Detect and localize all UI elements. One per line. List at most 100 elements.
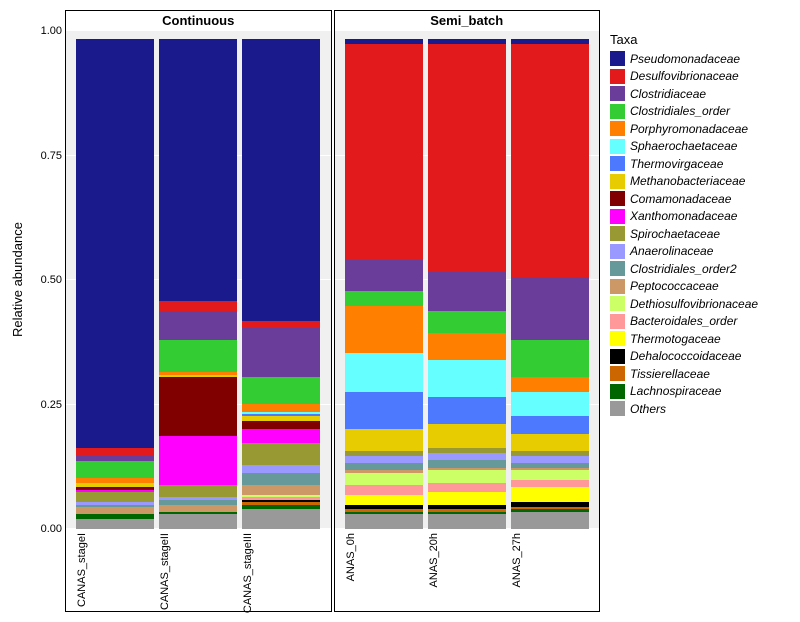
bar-segment bbox=[159, 514, 237, 529]
plot-area bbox=[335, 31, 600, 529]
legend-swatch bbox=[610, 86, 625, 101]
legend-swatch bbox=[610, 209, 625, 224]
legend-swatch bbox=[610, 104, 625, 119]
bar-segment bbox=[345, 306, 423, 353]
legend-item: Dehalococcoidaceae bbox=[610, 349, 790, 364]
bar-segment bbox=[511, 470, 589, 480]
bar-segment bbox=[242, 421, 320, 428]
bar-segment bbox=[159, 311, 237, 340]
legend-item: Anaerolinaceae bbox=[610, 244, 790, 259]
bar-segment bbox=[345, 456, 423, 463]
bar-segment bbox=[159, 485, 237, 497]
bar-segment bbox=[511, 277, 589, 341]
legend-item: Porphyromonadaceae bbox=[610, 121, 790, 136]
bar-segment bbox=[428, 492, 506, 504]
legend-label: Thermotogaceae bbox=[630, 332, 721, 346]
bar-segment bbox=[76, 519, 154, 529]
legend-item: Lachnospiraceae bbox=[610, 384, 790, 399]
bar-segment bbox=[242, 443, 320, 465]
legend-item: Spirochaetaceae bbox=[610, 226, 790, 241]
legend-item: Thermovirgaceae bbox=[610, 156, 790, 171]
bar-segment bbox=[242, 321, 320, 328]
legend-label: Porphyromonadaceae bbox=[630, 122, 748, 136]
bar-segment bbox=[428, 397, 506, 424]
legend-label: Anaerolinaceae bbox=[630, 244, 713, 258]
bar-segment bbox=[159, 340, 237, 372]
legend-swatch bbox=[610, 279, 625, 294]
bar-segment bbox=[159, 39, 237, 301]
bar-segment bbox=[76, 39, 154, 448]
legend-item: Pseudomonadaceae bbox=[610, 51, 790, 66]
legend-label: Lachnospiraceae bbox=[630, 384, 721, 398]
bar-segment bbox=[159, 301, 237, 311]
bar-segment bbox=[159, 505, 237, 512]
bar-segment bbox=[76, 507, 154, 514]
facet-title: Continuous bbox=[66, 11, 331, 31]
bar-segment bbox=[345, 260, 423, 292]
legend-swatch bbox=[610, 401, 625, 416]
facet-panel: Semi_batchANAS_0hANAS_20hANAS_27h bbox=[334, 10, 601, 612]
x-axis: ANAS_0hANAS_20hANAS_27h bbox=[335, 529, 600, 611]
bar-segment bbox=[242, 473, 320, 485]
chart-root: Relative abundance Continuous0.000.250.5… bbox=[10, 10, 790, 612]
bar-segment bbox=[345, 44, 423, 260]
legend-item: Methanobacteriaceae bbox=[610, 174, 790, 189]
legend-item: Thermotogaceae bbox=[610, 331, 790, 346]
bar-segment bbox=[345, 353, 423, 392]
bar-segment bbox=[242, 39, 320, 321]
bar-segment bbox=[76, 492, 154, 502]
legend: Taxa Pseudomonadaceae Desulfovibrionaceae… bbox=[600, 10, 790, 612]
bar-segment bbox=[242, 377, 320, 404]
legend-swatch bbox=[610, 174, 625, 189]
legend-swatch bbox=[610, 261, 625, 276]
legend-label: Dehalococcoidaceae bbox=[630, 349, 741, 363]
bar-segment bbox=[428, 470, 506, 482]
bar-segment bbox=[511, 480, 589, 487]
facet-panel: Continuous0.000.250.500.751.00CANAS_stag… bbox=[65, 10, 332, 612]
legend-item: Clostridiales_order bbox=[610, 104, 790, 119]
legend-swatch bbox=[610, 139, 625, 154]
legend-label: Peptococcaceae bbox=[630, 279, 719, 293]
bar-segment bbox=[345, 495, 423, 505]
bar-segment bbox=[345, 429, 423, 451]
bar-segment bbox=[511, 340, 589, 377]
x-tick-label: CANAS_stageII bbox=[159, 533, 237, 610]
stacked-bar bbox=[159, 39, 237, 529]
legend-item: Others bbox=[610, 401, 790, 416]
bar-segment bbox=[345, 291, 423, 306]
legend-title: Taxa bbox=[610, 32, 790, 47]
bar-segment bbox=[242, 328, 320, 377]
y-axis-label: Relative abundance bbox=[10, 28, 65, 532]
legend-swatch bbox=[610, 51, 625, 66]
legend-item: Clostridiaceae bbox=[610, 86, 790, 101]
y-axis: Relative abundance bbox=[10, 10, 65, 612]
stacked-bar bbox=[511, 39, 589, 529]
bar-segment bbox=[428, 483, 506, 493]
bar-segment bbox=[428, 333, 506, 360]
bar-segment bbox=[428, 460, 506, 467]
legend-label: Xanthomonadaceae bbox=[630, 209, 737, 223]
legend-item: Desulfovibrionaceae bbox=[610, 69, 790, 84]
legend-label: Bacteroidales_order bbox=[630, 314, 737, 328]
legend-swatch bbox=[610, 244, 625, 259]
legend-item: Tissierellaceae bbox=[610, 366, 790, 381]
x-tick-label: CANAS_stageI bbox=[76, 533, 154, 607]
bar-segment bbox=[511, 392, 589, 417]
legend-label: Others bbox=[630, 402, 666, 416]
plot-area: 0.000.250.500.751.00 bbox=[66, 31, 331, 529]
legend-swatch bbox=[610, 384, 625, 399]
bar-segment bbox=[76, 461, 154, 478]
bar-segment bbox=[242, 465, 320, 472]
bar-segment bbox=[511, 487, 589, 502]
legend-label: Spirochaetaceae bbox=[630, 227, 720, 241]
bar-segment bbox=[345, 473, 423, 485]
stacked-bar bbox=[76, 39, 154, 529]
bar-segment bbox=[159, 377, 237, 436]
legend-swatch bbox=[610, 314, 625, 329]
legend-label: Comamonadaceae bbox=[630, 192, 731, 206]
legend-swatch bbox=[610, 121, 625, 136]
legend-swatch bbox=[610, 331, 625, 346]
legend-swatch bbox=[610, 156, 625, 171]
legend-item: Dethiosulfovibrionaceae bbox=[610, 296, 790, 311]
bar-segment bbox=[511, 456, 589, 463]
